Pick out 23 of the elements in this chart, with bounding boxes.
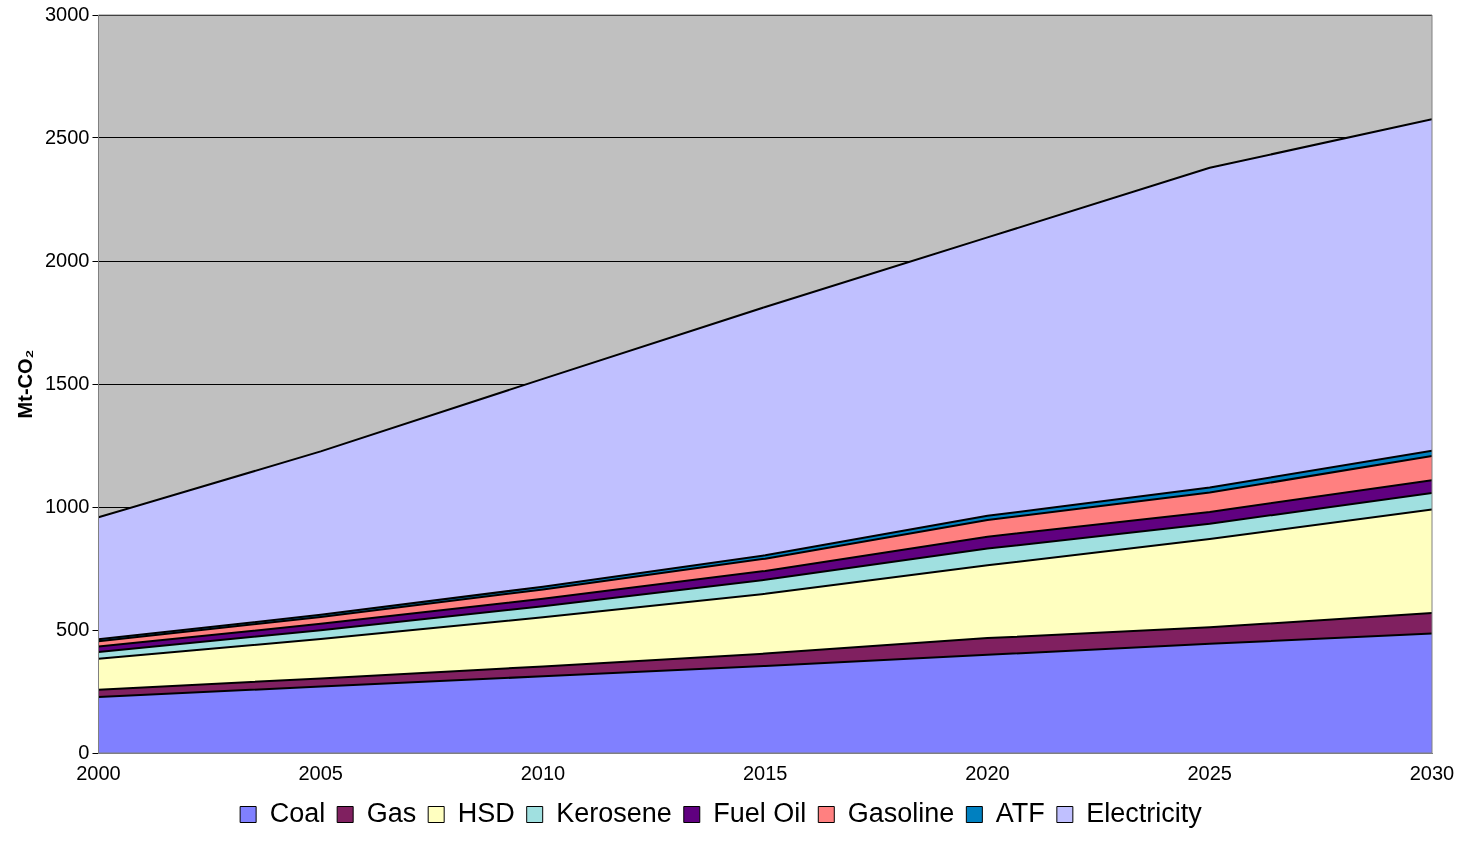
legend-label: Fuel Oil <box>713 797 807 828</box>
y-tick-label: 2000 <box>44 248 90 271</box>
legend-label: HSD <box>457 797 515 828</box>
y-tick-label: 1000 <box>44 494 90 517</box>
x-tick-label: 2010 <box>520 761 566 784</box>
y-tick-label: 0 <box>78 740 90 763</box>
x-tick-label: 2030 <box>1409 761 1455 784</box>
x-tick-label: 2025 <box>1187 761 1232 784</box>
legend-label: Electricity <box>1086 797 1203 828</box>
x-tick-label: 2000 <box>76 761 121 784</box>
y-tick-label: 500 <box>56 617 90 640</box>
legend-label: Kerosene <box>556 797 672 828</box>
y-axis-title: Mt-CO₂ <box>13 349 36 419</box>
x-tick-label: 2020 <box>965 761 1010 784</box>
y-tick-label: 1500 <box>44 371 90 394</box>
legend-label: Gasoline <box>847 797 955 828</box>
x-tick-label: 2005 <box>298 761 343 784</box>
x-tick-label: 2015 <box>743 761 788 784</box>
legend-label: Gas <box>366 797 417 828</box>
y-tick-label: 3000 <box>44 2 90 25</box>
legend-label: Coal <box>269 797 326 828</box>
legend-label: ATF <box>995 797 1045 828</box>
y-tick-label: 2500 <box>44 125 90 148</box>
